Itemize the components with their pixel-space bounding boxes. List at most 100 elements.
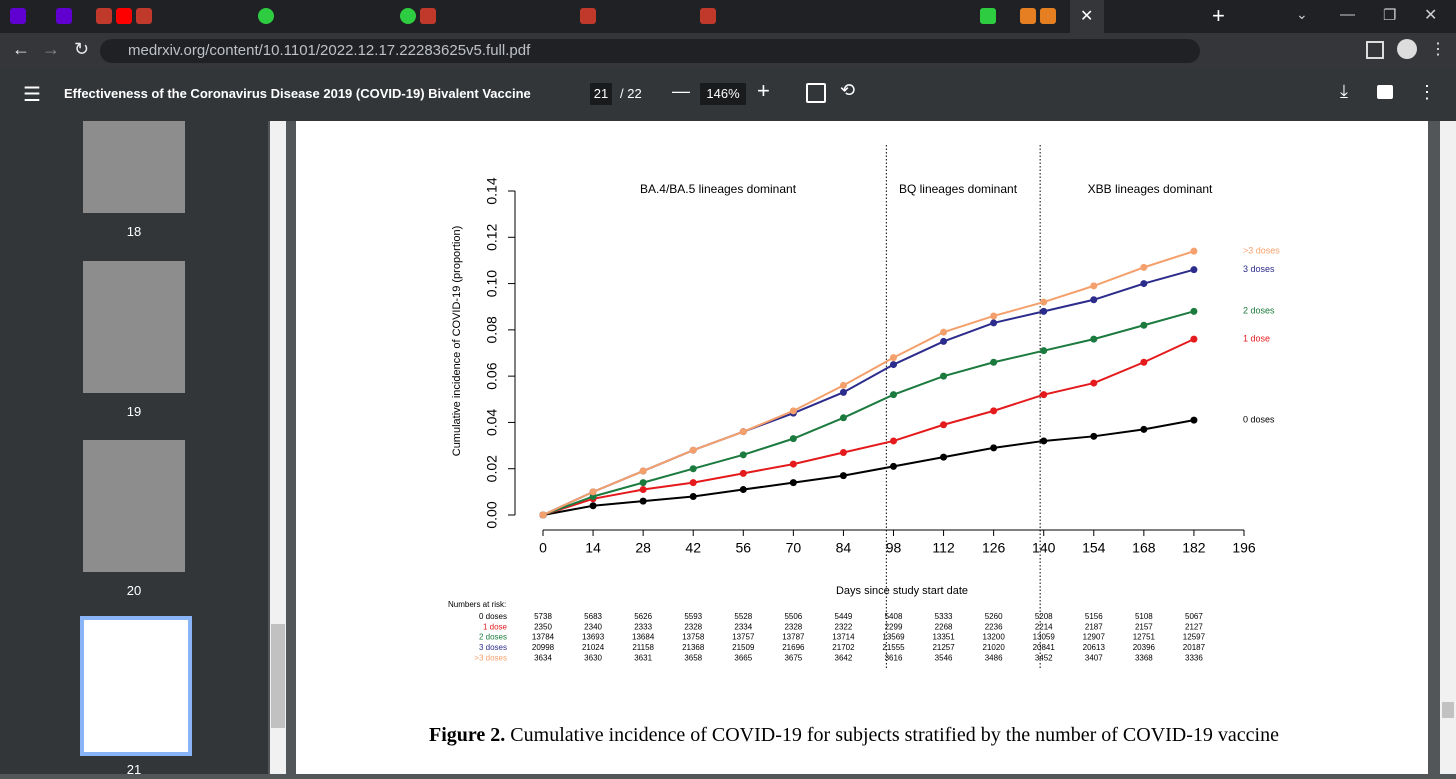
risk-count: 3634 <box>534 653 552 662</box>
x-axis-label: Days since study start date <box>836 585 968 597</box>
tab-icon[interactable] <box>116 8 132 24</box>
thumbnail[interactable] <box>83 261 185 393</box>
tab-search[interactable]: ⌄ <box>1296 6 1308 22</box>
risk-count: 2328 <box>784 622 802 631</box>
legend-label: 3 doses <box>1243 264 1275 274</box>
point <box>589 502 597 510</box>
page-input[interactable]: 21 <box>590 83 612 105</box>
tab-icon[interactable] <box>1020 8 1036 24</box>
risk-count: 5333 <box>935 612 953 621</box>
tab-icon[interactable] <box>258 8 274 24</box>
point <box>639 486 647 494</box>
y-tick-label: 0.04 <box>484 409 500 436</box>
tab-icon[interactable] <box>420 8 436 24</box>
x-tick-label: 56 <box>735 540 751 556</box>
point <box>990 312 998 320</box>
reload[interactable]: ↻ <box>74 39 90 59</box>
point <box>1190 416 1198 424</box>
risk-count: 13569 <box>882 633 905 642</box>
annotation: BA.4/BA.5 lineages dominant <box>640 182 797 196</box>
tab-icon[interactable] <box>400 8 416 24</box>
point <box>1090 335 1098 343</box>
tab-icon[interactable] <box>700 8 716 24</box>
point <box>739 469 747 477</box>
legend-label: 2 doses <box>1243 306 1275 316</box>
print[interactable] <box>1377 85 1393 99</box>
legend-label: 1 dose <box>1243 333 1270 343</box>
tab-icon[interactable] <box>580 8 596 24</box>
tab-icon[interactable] <box>980 8 996 24</box>
thumbnail[interactable] <box>83 440 185 572</box>
point <box>940 453 948 461</box>
risk-count: 2333 <box>634 622 652 631</box>
x-tick-label: 70 <box>786 540 802 556</box>
profile[interactable] <box>1397 39 1417 59</box>
risk-count: 2340 <box>584 622 602 631</box>
series-line <box>542 250 1195 516</box>
thumbnail-selected[interactable] <box>80 616 192 756</box>
more[interactable]: ⋮ <box>1418 82 1436 102</box>
risk-count: 5067 <box>1185 612 1203 621</box>
risk-count: 3642 <box>835 653 853 662</box>
point <box>890 391 897 399</box>
risk-count: 21702 <box>832 643 855 652</box>
active-tab[interactable] <box>1070 0 1104 33</box>
risk-count: 5208 <box>1035 612 1053 621</box>
tab-icon[interactable] <box>136 8 152 24</box>
tab-icon[interactable] <box>1040 8 1056 24</box>
zoom-in[interactable]: + <box>757 78 770 103</box>
point <box>739 486 747 494</box>
thumbnail-sidebar: 18 19 20 21 <box>0 121 286 777</box>
menu[interactable]: ⋮ <box>1430 41 1446 58</box>
point <box>639 497 647 505</box>
page-total: / 22 <box>620 86 642 101</box>
point <box>1040 298 1048 306</box>
tab-icon[interactable] <box>56 8 72 24</box>
side-panel[interactable] <box>1366 41 1384 59</box>
point <box>789 479 797 487</box>
risk-count: 2350 <box>534 622 552 631</box>
sidebar-toggle[interactable]: ☰ <box>23 84 41 106</box>
risk-count: 5506 <box>784 612 802 621</box>
new-tab[interactable]: + <box>1212 3 1225 28</box>
point <box>839 449 847 457</box>
zoom-input[interactable]: 146% <box>700 83 746 105</box>
risk-count: 2187 <box>1085 622 1103 631</box>
risk-count: 2334 <box>734 622 752 631</box>
y-tick-label: 0.02 <box>484 455 500 482</box>
point <box>1190 266 1198 274</box>
tab-strip: ✕ + ⌄ — ❐ ✕ <box>0 0 1456 33</box>
scroll-thumb[interactable] <box>271 624 285 728</box>
scroll-thumb[interactable] <box>1442 702 1454 718</box>
zoom-out[interactable]: — <box>672 81 690 101</box>
risk-count: 2268 <box>935 622 953 631</box>
risk-count: 21696 <box>782 643 805 652</box>
back[interactable]: ← <box>12 39 30 59</box>
point <box>990 319 998 327</box>
restore[interactable]: ❐ <box>1383 7 1397 24</box>
caption-label: Figure 2. <box>429 724 505 746</box>
forward[interactable]: → <box>42 39 60 59</box>
risk-count: 3336 <box>1185 653 1203 662</box>
minimize[interactable]: — <box>1340 6 1355 23</box>
risk-count: 20187 <box>1183 643 1206 652</box>
tab-icon[interactable] <box>10 8 26 24</box>
risk-count: 5738 <box>534 612 552 621</box>
point <box>1190 247 1198 255</box>
fit-page[interactable] <box>806 83 826 103</box>
close-tab[interactable]: ✕ <box>1080 8 1094 25</box>
tab-icon[interactable] <box>96 8 112 24</box>
url[interactable]: medrxiv.org/content/10.1101/2022.12.17.2… <box>100 39 1200 63</box>
risk-count: 21509 <box>732 643 755 652</box>
risk-count: 13059 <box>1033 633 1056 642</box>
close-window[interactable]: ✕ <box>1424 7 1438 24</box>
x-tick-label: 154 <box>1082 540 1106 556</box>
y-tick-label: 0.10 <box>484 270 500 297</box>
download[interactable]: ⤓ <box>1340 81 1348 101</box>
thumbnail[interactable] <box>83 121 185 213</box>
caption: Figure 2. Cumulative incidence of COVID-… <box>429 724 1279 746</box>
main-scrollbar[interactable] <box>1440 121 1456 774</box>
sidebar-scrollbar[interactable] <box>270 121 286 774</box>
point <box>839 414 847 422</box>
rotate[interactable]: ⟲ <box>840 80 856 100</box>
